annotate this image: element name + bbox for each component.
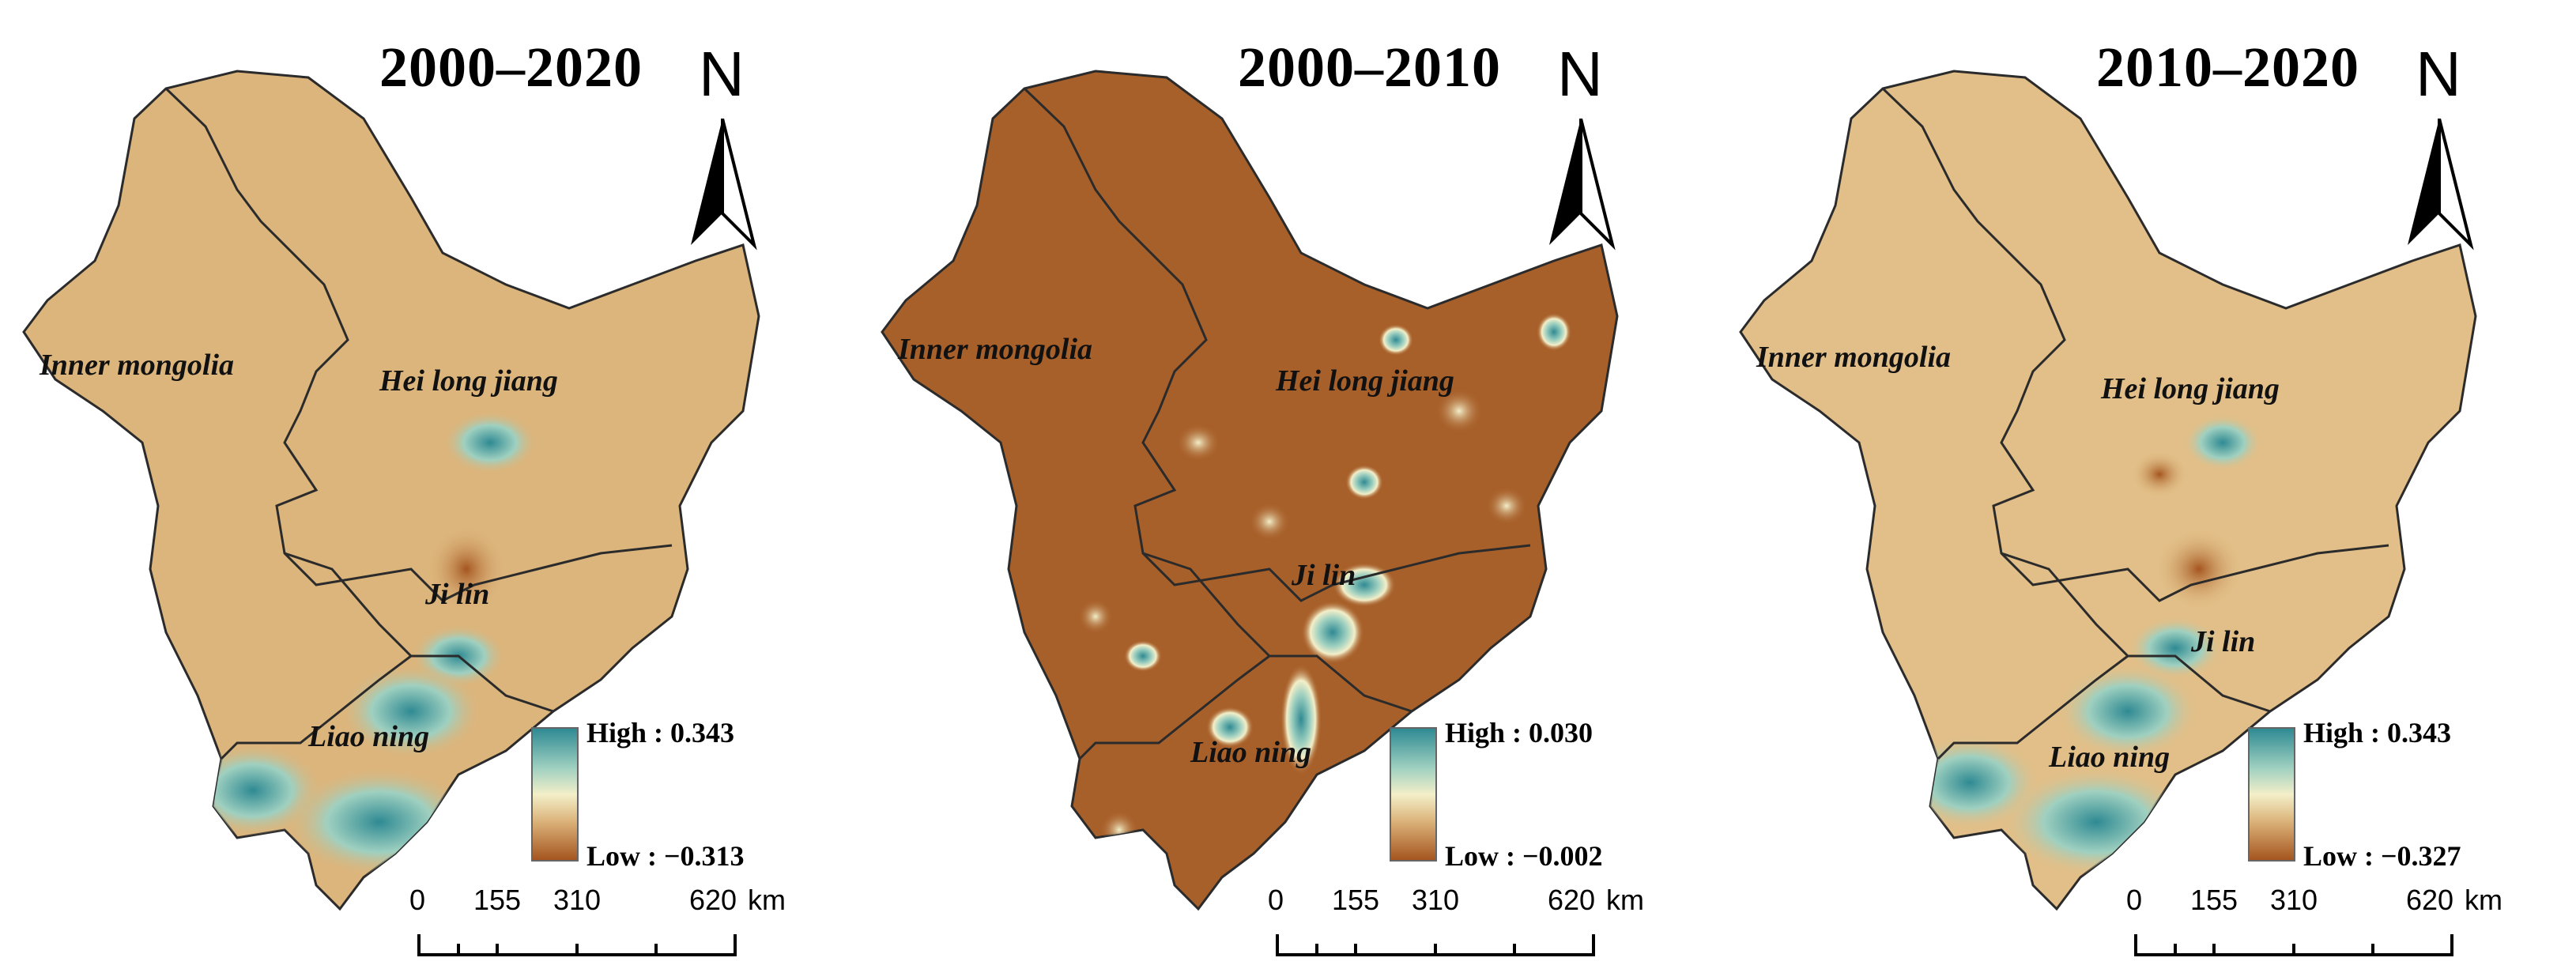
label-heilongjiang: Hei long jiang: [2101, 372, 2280, 405]
legend-low-label: Low : −0.313: [586, 840, 745, 872]
north-label: N: [1557, 39, 1603, 109]
north-arrow-icon: [2408, 119, 2474, 251]
map-panel-2010-2020: 2010–2020 N Inner mongolia Hei long jian…: [1717, 0, 2575, 969]
scale-tick-0: 0: [1267, 884, 1284, 916]
province-borders: [1881, 87, 2389, 760]
label-liaoning: Liao ning: [1190, 736, 1312, 769]
scale-tick-620: 620: [1547, 884, 1596, 916]
scale-tick-155: 155: [2189, 884, 2238, 916]
north-label: N: [2416, 39, 2461, 109]
scale-unit: km: [1606, 884, 1644, 916]
label-inner-mongolia: Inner mongolia: [1756, 341, 1952, 374]
scale-bar: 0 155 310 620 km: [1254, 884, 1644, 963]
label-jilin: Ji lin: [1292, 559, 1356, 592]
region-map: [1739, 70, 2477, 911]
map-outline: [1739, 70, 2477, 911]
legend-low-label: Low : −0.002: [1445, 840, 1603, 872]
label-heilongjiang: Hei long jiang: [1276, 364, 1454, 398]
label-inner-mongolia: Inner mongolia: [40, 349, 235, 382]
scale-tick-0: 0: [2125, 884, 2143, 916]
legend-color-ramp: [1390, 727, 1437, 862]
map-panel-2000-2020: 2000–2020 N Inner mongolia Hei long jian…: [0, 0, 858, 969]
scale-bar-graphic: [2134, 934, 2453, 956]
scale-tick-620: 620: [688, 884, 737, 916]
legend-high-label: High : 0.343: [2303, 717, 2452, 748]
north-label: N: [699, 39, 745, 109]
label-liaoning: Liao ning: [2049, 741, 2171, 774]
scale-tick-310: 310: [2269, 884, 2318, 916]
north-arrow-icon: [1549, 119, 1616, 251]
scale-unit: km: [748, 884, 786, 916]
label-jilin: Ji lin: [425, 578, 490, 611]
legend-color-ramp: [531, 727, 579, 862]
north-arrow-icon: [691, 119, 757, 251]
panel-title: 2010–2020: [2096, 36, 2359, 99]
label-inner-mongolia: Inner mongolia: [898, 333, 1093, 366]
scale-unit: km: [2465, 884, 2502, 916]
province-borders: [1023, 87, 1531, 760]
scale-bar: 0 155 310 620 km: [2112, 884, 2502, 963]
scale-tick-155: 155: [1331, 884, 1380, 916]
scale-tick-310: 310: [1411, 884, 1460, 916]
legend-low-label: Low : −0.327: [2303, 840, 2461, 872]
label-heilongjiang: Hei long jiang: [379, 364, 558, 398]
label-jilin: Ji lin: [2191, 625, 2256, 658]
panel-title: 2000–2010: [1238, 36, 1501, 99]
legend-high-label: High : 0.343: [586, 717, 735, 748]
map-outline: [881, 70, 1619, 911]
scale-tick-0: 0: [409, 884, 426, 916]
label-liaoning: Liao ning: [308, 720, 430, 753]
legend-color-ramp: [2248, 727, 2295, 862]
region-map: [22, 70, 760, 911]
region-map: [881, 70, 1619, 911]
legend-high-label: High : 0.030: [1445, 717, 1593, 748]
scale-bar: 0 155 310 620 km: [395, 884, 786, 963]
scale-tick-310: 310: [553, 884, 602, 916]
map-panel-2000-2010: 2000–2010 N Inner mongolia Hei long jian…: [858, 0, 1717, 969]
scale-bar-graphic: [417, 934, 737, 956]
scale-tick-155: 155: [473, 884, 522, 916]
map-outline: [22, 70, 760, 911]
scale-tick-620: 620: [2405, 884, 2454, 916]
province-borders: [164, 87, 673, 760]
panel-title: 2000–2020: [379, 36, 643, 99]
scale-bar-graphic: [1276, 934, 1595, 956]
